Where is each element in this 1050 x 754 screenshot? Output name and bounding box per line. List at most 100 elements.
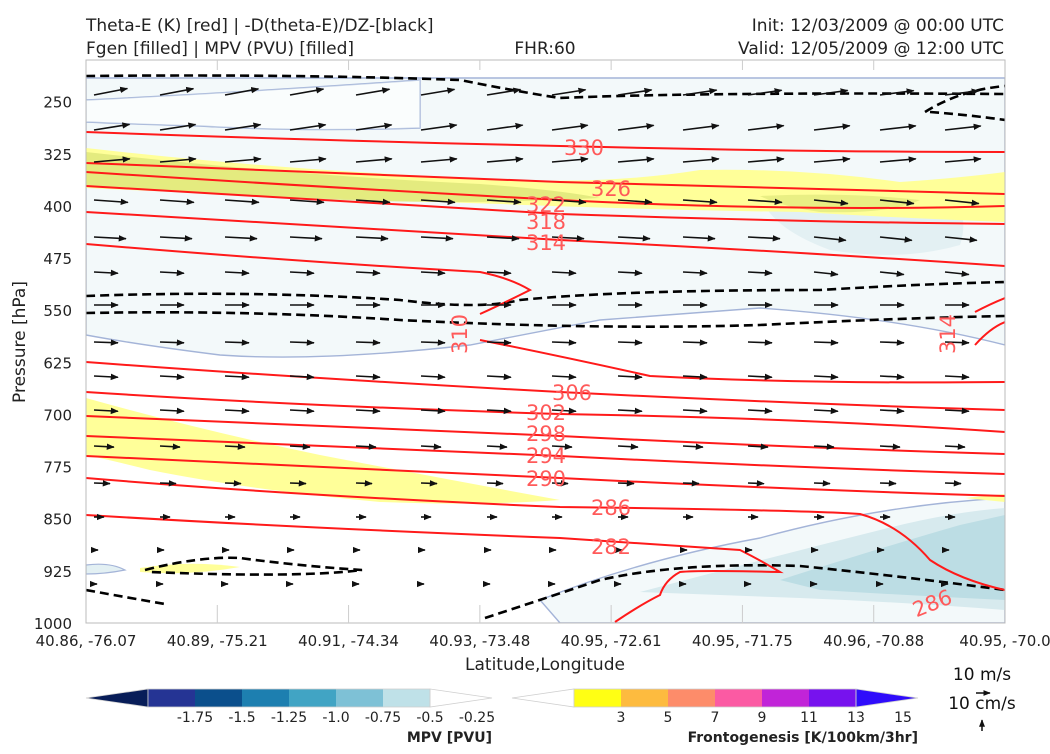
y-tick-label: 850 <box>43 511 72 529</box>
wind-arrow <box>617 443 639 450</box>
wind-arrow <box>747 88 783 96</box>
colorbar-tick-label: 3 <box>617 710 626 726</box>
theta-e-label: 302 <box>526 401 566 425</box>
wind-arrow <box>159 198 195 206</box>
theta-e-label: 290 <box>526 467 566 491</box>
wind-arrow <box>682 235 716 242</box>
wind-arrow <box>486 407 512 415</box>
colorbar-tick-label: 13 <box>847 710 865 726</box>
wind-arrow <box>224 373 250 381</box>
title-init: Init: 12/03/2009 @ 00:00 UTC <box>752 16 1004 36</box>
theta-e-label: 314 <box>936 314 960 354</box>
theta-e-label: 298 <box>526 422 566 446</box>
colorbar-segment <box>336 689 384 707</box>
y-tick-label: 550 <box>43 302 72 320</box>
wind-arrow <box>159 443 181 450</box>
colorbar-outline <box>147 688 431 708</box>
wind-arrow <box>159 407 185 415</box>
colorbar-segment <box>668 689 716 707</box>
wind-arrow <box>944 480 962 487</box>
mpv-colorbar: -1.75 -1.5 -1.25 -1.0 -0.75 -0.5 -0.25 <box>85 688 495 726</box>
dashed-line <box>924 84 1005 114</box>
wind-arrow <box>93 407 119 415</box>
wind-arrow <box>747 407 773 415</box>
wind-arrow <box>93 269 119 277</box>
wind-arrow <box>551 87 587 96</box>
wind-arrow <box>879 480 897 487</box>
wind-arrow <box>551 235 585 242</box>
theta-e-line <box>86 455 1005 497</box>
wind-arrow <box>551 443 573 450</box>
wind-arrow <box>355 373 381 381</box>
fgen-colorbar: 3 5 7 9 11 13 15 <box>511 688 919 726</box>
wind-ref-horizontal-label: 10 m/s <box>953 665 1011 685</box>
colorbar-segment <box>289 689 337 707</box>
colorbar-tick-label: -1.5 <box>228 710 255 726</box>
wind-arrow <box>355 339 381 346</box>
theta-e-label: 282 <box>591 535 631 559</box>
wind-arrow <box>747 339 773 346</box>
plot-content: 330 326 322 318 314 310 314 306 302 298 … <box>86 74 1005 623</box>
wind-arrow <box>551 407 577 415</box>
wind-arrow <box>813 443 835 450</box>
wind-arrow <box>813 373 839 381</box>
y-tick-label: 1000 <box>34 615 72 633</box>
colorbar-tick-label: -1.0 <box>322 710 349 726</box>
wind-arrow <box>486 156 524 163</box>
y-tick-label: 400 <box>43 198 72 216</box>
fgen-colorbar-label: Frontogenesis [K/100km/3hr] <box>688 730 918 746</box>
wind-arrow <box>944 236 978 243</box>
wind-arrow <box>159 235 193 242</box>
colorbar-segment <box>715 689 763 707</box>
wind-arrow <box>682 87 718 96</box>
wind-arrow <box>93 198 129 206</box>
theta-e-label: 286 <box>591 496 631 520</box>
wind-arrow <box>747 443 769 450</box>
wind-arrow <box>879 123 917 131</box>
wind-arrow <box>813 270 839 277</box>
colorbar-tick-label: -0.25 <box>459 710 495 726</box>
y-tick-label: 700 <box>43 406 72 424</box>
wind-arrow <box>617 407 643 415</box>
theta-e-line <box>86 435 1005 475</box>
colorbar-segment <box>762 689 810 707</box>
wind-arrow <box>747 123 785 131</box>
theta-e-line <box>479 339 1005 384</box>
wind-vectors <box>89 86 982 588</box>
mpv-small <box>86 563 127 575</box>
wind-arrow <box>289 443 311 450</box>
wind-arrow <box>355 443 377 450</box>
wind-arrow <box>813 88 849 96</box>
wind-arrow <box>879 407 905 415</box>
wind-arrow <box>224 87 260 96</box>
wind-arrow <box>944 443 966 450</box>
wind-arrow <box>159 122 197 131</box>
wind-arrow <box>93 339 119 346</box>
wind-arrow <box>93 122 131 131</box>
x-tick-label: 40.95, -72.61 <box>561 632 662 650</box>
colorbar-outline <box>573 688 857 708</box>
wind-arrow <box>289 198 325 206</box>
wind-arrow <box>289 156 327 163</box>
wind-arrow <box>879 88 915 96</box>
y-axis: 250 325 400 475 550 625 700 775 850 925 1000 <box>34 94 72 633</box>
wind-arrow <box>289 87 325 96</box>
y-tick-label: 775 <box>43 459 72 477</box>
theta-e-label: 326 <box>591 177 631 201</box>
x-axis-label: Latitude,Longitude <box>465 655 625 675</box>
colorbar-tick-label: -0.5 <box>416 710 443 726</box>
wind-arrow <box>420 480 438 487</box>
y-tick-label: 250 <box>43 94 72 112</box>
wind-arrow <box>159 86 195 96</box>
wind-arrow <box>617 198 653 206</box>
wind-arrow <box>617 87 653 96</box>
colorbar-tick-label: -0.75 <box>365 710 401 726</box>
wind-arrow <box>355 156 393 163</box>
wind-arrow <box>93 86 129 96</box>
theta-e-line <box>86 162 1005 195</box>
wind-arrow <box>879 156 917 163</box>
x-axis: 40.86, -76.07 40.89, -75.21 40.91, -74.34 4… <box>36 60 1050 650</box>
wind-arrow <box>747 269 773 277</box>
wind-arrow <box>159 156 197 163</box>
